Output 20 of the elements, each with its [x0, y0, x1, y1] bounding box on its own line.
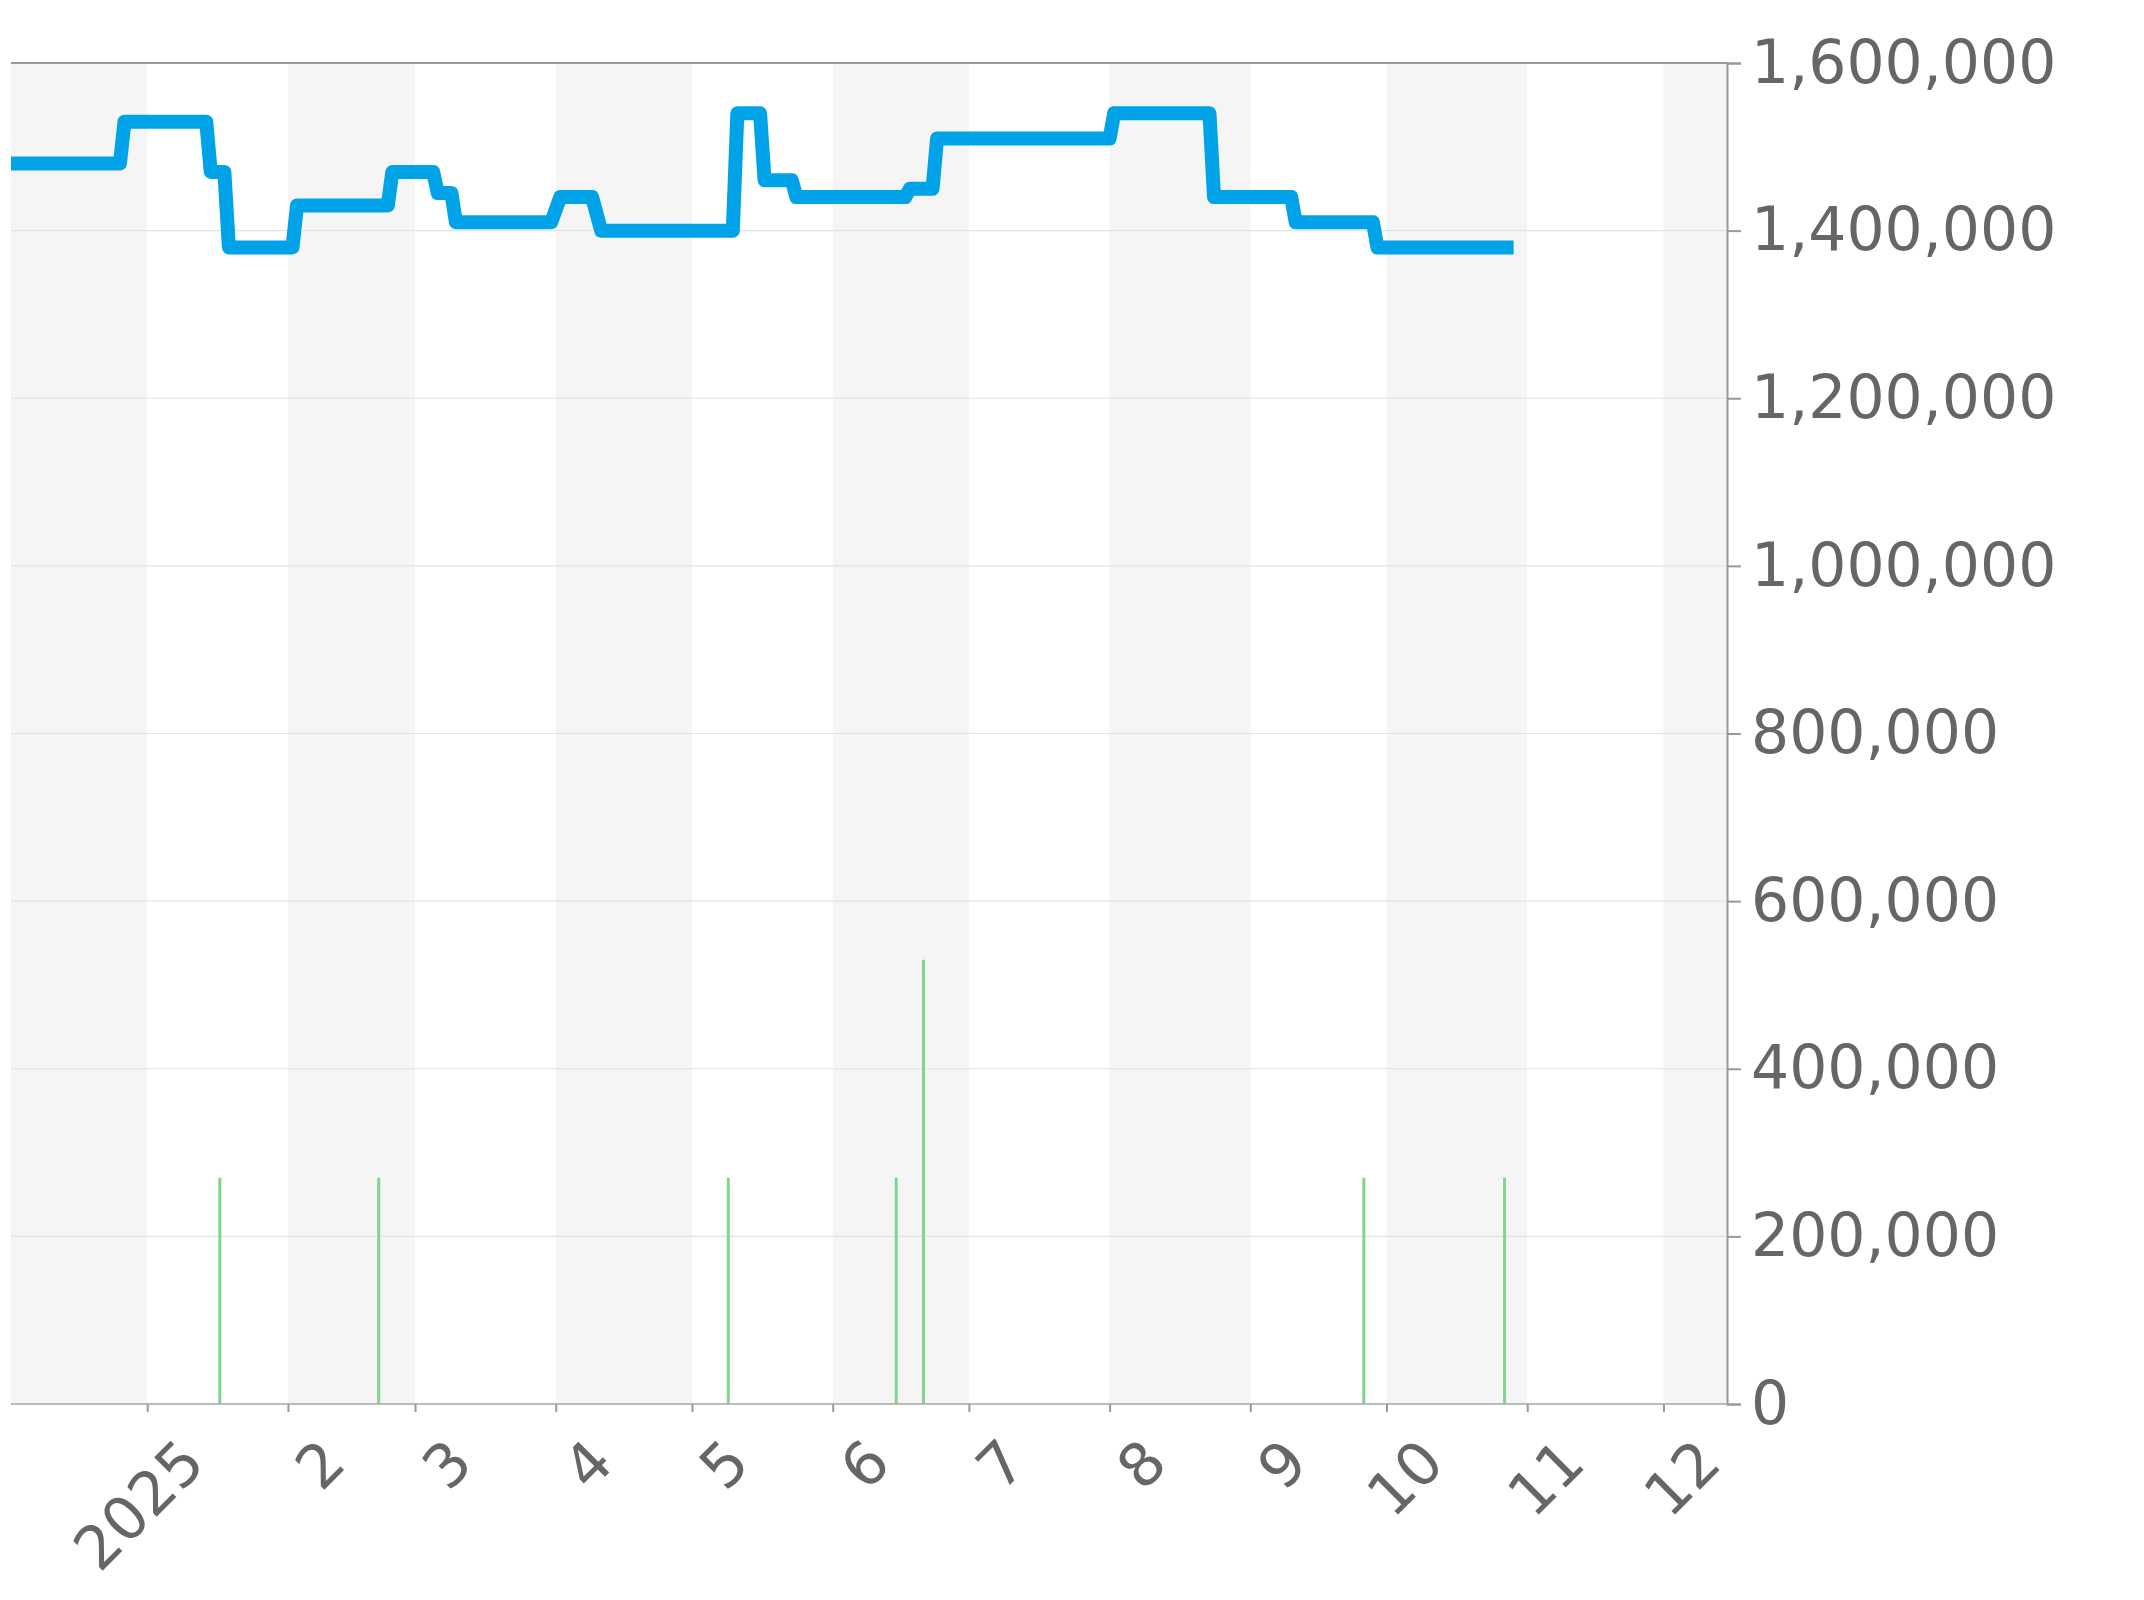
y-tick-label: 1,000,000 [1751, 529, 2057, 600]
x-tick-label: 7 [962, 1426, 1039, 1503]
y-tick-label: 0 [1751, 1367, 1790, 1438]
x-tick-label: 10 [1353, 1426, 1457, 1530]
x-tick-label: 8 [1103, 1426, 1180, 1503]
x-tick-label: 4 [549, 1426, 626, 1503]
y-tick-label: 200,000 [1751, 1200, 2000, 1271]
x-tick-label: 9 [1243, 1426, 1321, 1503]
x-tick-label: 6 [826, 1426, 903, 1503]
y-tick-label: 600,000 [1751, 864, 2000, 935]
y-tick-label: 400,000 [1751, 1032, 2000, 1103]
y-tick-label: 1,400,000 [1751, 194, 2057, 265]
x-tick-label: 11 [1493, 1426, 1598, 1530]
x-tick-label: 2 [281, 1426, 359, 1503]
y-tick-label: 1,600,000 [1751, 26, 2057, 97]
y-tick-label: 1,200,000 [1751, 361, 2057, 432]
x-tick-label: 12 [1630, 1426, 1734, 1530]
x-tick-label: 5 [685, 1426, 763, 1503]
y-tick-label: 800,000 [1751, 697, 2000, 768]
x-tick-label: 3 [408, 1426, 486, 1503]
